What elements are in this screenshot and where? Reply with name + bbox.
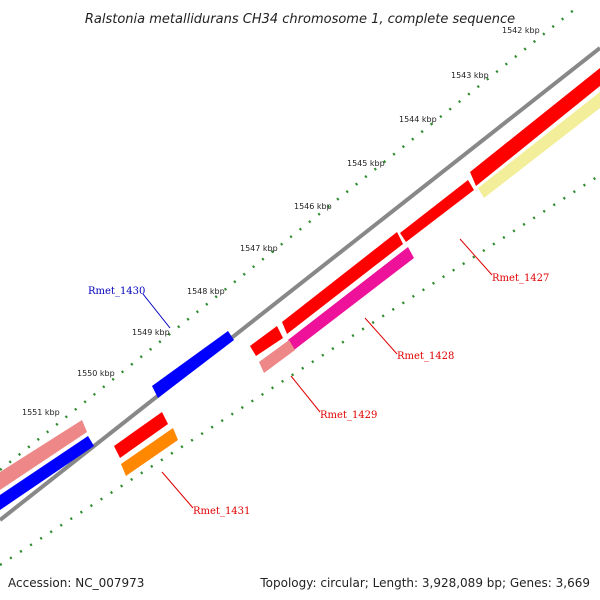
tick-label: 1544 kbp [399,115,437,124]
map-title: Ralstonia metallidurans CH34 chromosome … [85,12,515,27]
gene-label-rmet-1427[interactable]: Rmet_1427 [492,273,549,284]
cds-feature[interactable] [152,331,234,398]
gene-label-rmet-1430[interactable]: Rmet_1430 [88,286,145,297]
leader-line [290,375,321,413]
leader-line [142,293,171,329]
cds-feature[interactable] [250,326,283,356]
tick-label: 1549 kbp [132,328,170,337]
tick-label: 1548 kbp [187,287,225,296]
outer-tick-ring [0,4,581,471]
leader-line [161,471,194,509]
cds-feature[interactable] [0,420,87,490]
backbone-track [0,46,600,522]
tick-label: 1551 kbp [22,408,60,417]
tick-label: 1547 kbp [240,244,278,253]
gene-label-rmet-1429[interactable]: Rmet_1429 [320,410,377,421]
gene-label-rmet-1428[interactable]: Rmet_1428 [397,351,454,362]
cds-feature[interactable] [282,232,403,334]
cds-feature[interactable] [288,247,414,350]
tick-label: 1542 kbp [502,26,540,35]
gene-label-rmet-1431[interactable]: Rmet_1431 [193,506,250,517]
tick-label: 1545 kbp [347,159,385,168]
genome-summary-text: Topology: circular; Length: 3,928,089 bp… [260,576,590,590]
leader-line [364,317,398,355]
tick-label: 1550 kbp [77,369,115,378]
cds-feature[interactable] [121,428,178,476]
leader-line [459,238,493,276]
cds-feature[interactable] [259,340,295,373]
tick-label: 1543 kbp [451,71,489,80]
cds-feature[interactable] [470,68,600,186]
cds-feature[interactable] [400,180,474,242]
cds-feature[interactable] [0,436,94,510]
cds-feature[interactable] [114,412,168,458]
cds-feature[interactable] [478,92,600,198]
accession-text: Accession: NC_007973 [8,576,145,590]
tick-label: 1546 kbp [294,202,332,211]
